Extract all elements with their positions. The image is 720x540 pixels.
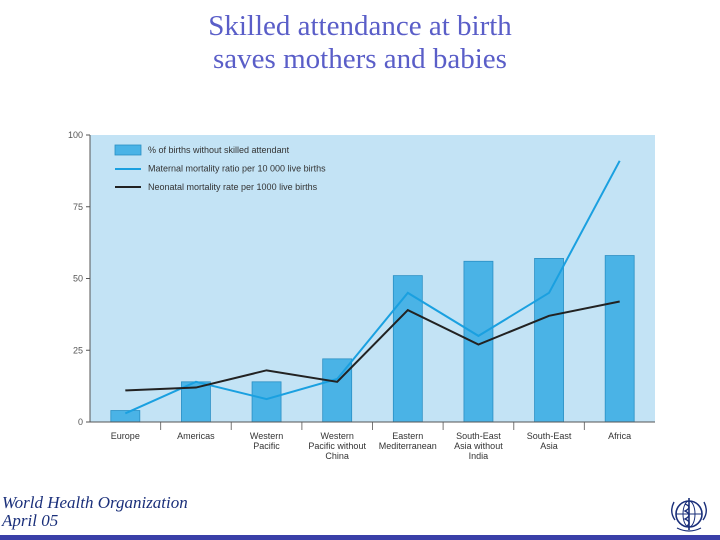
neonatal-mortality-line bbox=[125, 300, 620, 392]
y-tick-label: 25 bbox=[73, 345, 83, 355]
x-tick-label: South-East bbox=[527, 431, 572, 441]
legend-swatch-bars bbox=[114, 144, 142, 156]
y-tick-label: 50 bbox=[73, 274, 83, 284]
bar-4 bbox=[322, 358, 353, 423]
title-line-1: Skilled attendance at birth bbox=[208, 10, 512, 42]
x-tick-label: Europe bbox=[111, 431, 140, 441]
x-tick-label: Pacific without bbox=[308, 441, 366, 451]
x-tick-label: South-East bbox=[456, 431, 501, 441]
bar-5 bbox=[392, 275, 423, 423]
bar-3 bbox=[251, 381, 282, 423]
org-date: April 05 bbox=[2, 511, 59, 530]
bar-7 bbox=[534, 258, 564, 423]
slide-title: Skilled attendance at birth saves mother… bbox=[0, 10, 720, 76]
x-tick-label: Africa bbox=[608, 431, 631, 441]
x-tick-label: Eastern bbox=[392, 431, 423, 441]
x-tick-label: Asia bbox=[540, 441, 558, 451]
legend-label-1: % of births without skilled attendant bbox=[148, 145, 290, 155]
y-tick-label: 75 bbox=[73, 202, 83, 212]
y-tick-label: 0 bbox=[78, 417, 83, 427]
x-tick-label: India bbox=[469, 451, 489, 461]
org-footer: World Health Organization April 05 bbox=[2, 494, 188, 530]
plot-background bbox=[90, 135, 655, 422]
y-tick-label: 100 bbox=[68, 130, 83, 140]
legend-label-2: Maternal mortality ratio per 10 000 live… bbox=[148, 164, 326, 174]
bottom-accent-bar bbox=[0, 535, 720, 540]
title-line-2: saves mothers and babies bbox=[213, 43, 507, 75]
bar-8 bbox=[604, 255, 635, 423]
x-tick-label: Americas bbox=[177, 431, 215, 441]
legend-label-3: Neonatal mortality rate per 1000 live bi… bbox=[148, 182, 318, 192]
x-tick-label: Western bbox=[321, 431, 354, 441]
who-logo-icon bbox=[671, 498, 707, 532]
x-tick-label: Western bbox=[250, 431, 283, 441]
bar-1 bbox=[110, 410, 141, 423]
x-tick-label: China bbox=[325, 451, 349, 461]
bar-6 bbox=[463, 260, 494, 423]
org-name: World Health Organization bbox=[2, 493, 188, 512]
x-tick-label: Asia without bbox=[454, 441, 503, 451]
x-tick-label: Pacific bbox=[253, 441, 280, 451]
x-tick-label: Mediterranean bbox=[379, 441, 437, 451]
